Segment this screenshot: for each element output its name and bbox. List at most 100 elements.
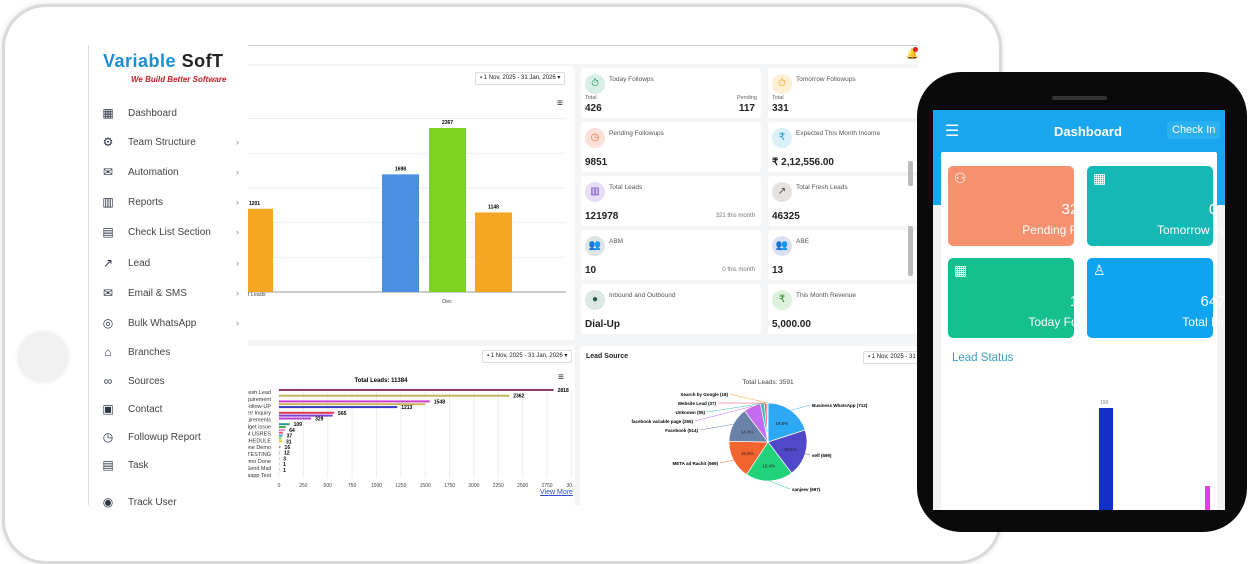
x-tick-label: 750: [348, 483, 357, 489]
chevron-right-icon: ›: [236, 258, 239, 268]
bar[interactable]: [279, 415, 333, 417]
stat-card[interactable]: ₹ Expected This Month Income ₹ 2,12,556.…: [768, 122, 918, 172]
chart-title: Total Leads: 11384: [355, 378, 409, 384]
stat-value: 10: [585, 265, 596, 276]
group-icon: 👥: [585, 236, 605, 256]
sidebar-item-lead[interactable]: ↗Lead›: [99, 253, 239, 273]
sidebar-item-automation[interactable]: ✉Automation›: [99, 162, 239, 182]
bar[interactable]: [279, 446, 281, 448]
bar[interactable]: [279, 469, 280, 471]
hamburger-menu-icon[interactable]: ☰: [945, 121, 959, 141]
data-label: 1213: [401, 405, 412, 411]
bar[interactable]: [475, 212, 512, 292]
stat-value: 46325: [772, 211, 800, 222]
slice-label: self (699): [812, 453, 832, 458]
data-label: 565: [338, 411, 347, 417]
sidebar-item-followup-report[interactable]: ◷Followup Report: [99, 427, 239, 447]
bar[interactable]: [279, 440, 282, 442]
home-icon: ⌂: [99, 345, 117, 359]
bar[interactable]: [279, 389, 554, 391]
stat-card[interactable]: ● Inbound and Outbound Dial-Up: [581, 284, 761, 334]
sidebar-item-label: Automation: [128, 167, 179, 178]
data-label: 1548: [434, 399, 445, 405]
x-tick-label: 1250: [395, 483, 406, 489]
stat-card[interactable]: ₹ This Month Revenue 5,000.00: [768, 284, 918, 334]
sidebar-item-email-sms[interactable]: ✉Email & SMS›: [99, 283, 239, 303]
bar[interactable]: [279, 412, 334, 414]
sidebar-item-team-structure[interactable]: ⚙Team Structure›: [99, 132, 239, 152]
sidebar-item-check-list-section[interactable]: ▤Check List Section›: [99, 222, 239, 242]
sidebar-item-contact[interactable]: ▣Contact: [99, 399, 239, 419]
bar[interactable]: [279, 429, 285, 431]
stat-value: 13: [772, 265, 783, 276]
bar[interactable]: [279, 406, 397, 408]
data-label: 2362: [513, 394, 524, 400]
calendar-icon: ▦: [954, 262, 967, 278]
check-in-button[interactable]: Check In: [1167, 121, 1220, 139]
bar[interactable]: [279, 418, 311, 420]
slice-label: Unknown (55): [675, 410, 705, 415]
stat-card[interactable]: 👥 ABE 13: [768, 230, 918, 280]
view-more-link[interactable]: View More: [540, 489, 573, 497]
clock-icon: ◷: [585, 128, 605, 148]
bar[interactable]: [279, 457, 280, 459]
bar[interactable]: [279, 400, 430, 402]
stat-title: Tomorrow Followups: [796, 76, 856, 84]
reports-icon: ▥: [99, 195, 117, 209]
calendar-clock-icon: ▦: [1093, 170, 1106, 186]
logo-tagline: We Build Better Software: [131, 75, 226, 84]
slice-label: Website Lead (37): [678, 401, 717, 406]
sidebar-item-reports[interactable]: ▥Reports›: [99, 192, 239, 212]
stat-card[interactable]: ↗ Total Fresh Leads 46325: [768, 176, 918, 226]
slice-label: Search by Google (18): [680, 392, 728, 397]
bar[interactable]: [279, 426, 286, 428]
stat-value: 331: [772, 103, 789, 114]
sidebar-item-branches[interactable]: ⌂Branches: [99, 342, 239, 362]
sidebar-item-task[interactable]: ▤Task: [99, 455, 239, 475]
stat-title: Inbound and Outbound: [609, 292, 676, 300]
speaker: [1052, 96, 1107, 100]
bar[interactable]: [279, 423, 290, 425]
stat-title: Total Fresh Leads: [796, 184, 848, 192]
scrollbar[interactable]: [908, 161, 913, 186]
scrollbar[interactable]: [908, 226, 913, 276]
stat-card[interactable]: ◷ Pending Followups 9851: [581, 122, 761, 172]
stat-label: Pending: [737, 95, 757, 101]
sidebar-item-sources[interactable]: ∞Sources: [99, 371, 239, 391]
x-tick-label: 2000: [468, 483, 479, 489]
stopwatch-icon: ◷: [99, 430, 117, 444]
sidebar-item-label: Email & SMS: [128, 288, 187, 299]
sidebar-item-label: Sources: [128, 376, 165, 387]
home-button: [18, 332, 68, 382]
x-tick-label: 500: [324, 483, 333, 489]
sidebar-item-label: Team Structure: [128, 137, 196, 148]
leader-line: [791, 405, 810, 410]
sidebar-item-dashboard[interactable]: ▦Dashboard: [99, 103, 239, 123]
data-label: 329: [315, 417, 324, 423]
leader-line: [720, 460, 733, 463]
stat-title: This Month Revenue: [796, 292, 856, 300]
sidebar-item-bulk-whatsapp[interactable]: ◎Bulk WhatsApp›: [99, 313, 239, 333]
dashboard-icon: ▦: [99, 106, 117, 120]
data-label: 2818: [558, 388, 569, 394]
sidebar-item-track-user[interactable]: ◉Track User: [99, 492, 239, 512]
bar[interactable]: [279, 437, 281, 439]
bar[interactable]: [382, 174, 419, 292]
bar[interactable]: [279, 432, 283, 434]
bar[interactable]: [279, 435, 283, 437]
bar[interactable]: [279, 452, 280, 454]
topbar: [248, 46, 918, 64]
slice-label: META ad Rachit (569): [672, 461, 718, 466]
bar[interactable]: [279, 463, 280, 465]
presenter-icon: ♙: [1093, 262, 1106, 278]
bar[interactable]: [279, 395, 509, 397]
bar[interactable]: [429, 128, 466, 292]
